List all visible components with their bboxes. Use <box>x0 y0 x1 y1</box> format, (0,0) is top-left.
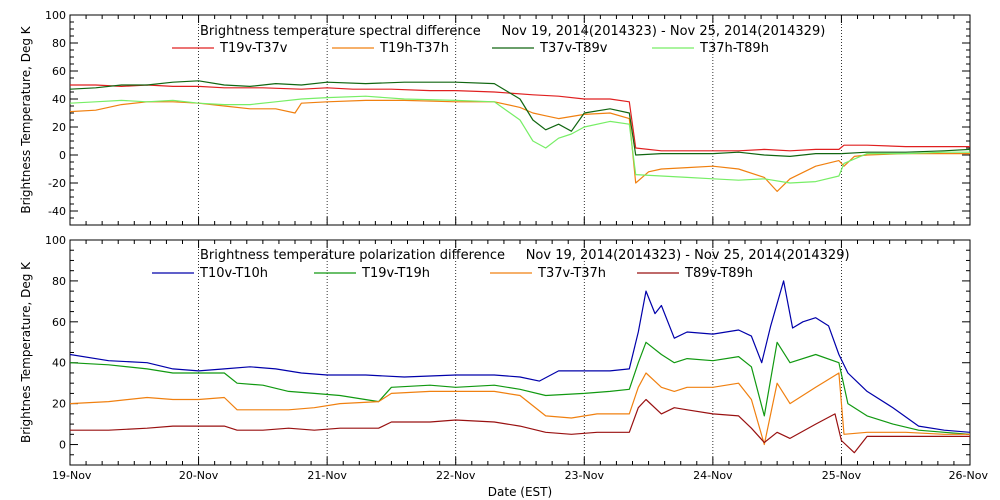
y-tick-label: 40 <box>52 93 66 106</box>
legend-label: T19h-T37h <box>379 41 449 56</box>
x-tick-label: 26-Nov <box>949 469 989 482</box>
x-tick-label: 19-Nov <box>52 469 92 482</box>
series-line-t19h-t37h <box>70 99 970 192</box>
legend-label: T37v-T89v <box>539 41 608 56</box>
series-line-t37v-t89v <box>70 80 970 157</box>
x-tick-label: 24-Nov <box>693 469 733 482</box>
y-tick-label: 20 <box>52 121 66 134</box>
legend-label: T10v-T10h <box>199 266 268 281</box>
series-line-t19v-t37v <box>70 84 970 152</box>
y-tick-label: 0 <box>59 149 66 162</box>
series-line-t19v-t19h <box>70 341 970 435</box>
y-tick-label: 60 <box>52 316 66 329</box>
x-tick-label: 20-Nov <box>179 469 219 482</box>
series-line-t10v-t10h <box>70 280 970 433</box>
y-tick-label: 80 <box>52 37 66 50</box>
series-group <box>70 80 970 192</box>
y-axis-label: Brightnes Temperature, Deg K <box>19 261 33 443</box>
y-tick-label: 60 <box>52 65 66 78</box>
y-tick-label: 80 <box>52 275 66 288</box>
x-tick-label: 23-Nov <box>565 469 605 482</box>
legend-label: T89v-T89h <box>684 266 753 281</box>
legend-label: T19v-T37v <box>219 41 288 56</box>
y-tick-label: -40 <box>48 205 66 218</box>
y-tick-label: 100 <box>45 9 66 22</box>
y-tick-label: -20 <box>48 177 66 190</box>
y-tick-label: 40 <box>52 357 66 370</box>
y-tick-label: 100 <box>45 234 66 247</box>
x-tick-label: 21-Nov <box>307 469 347 482</box>
series-line-t89v-t89h <box>70 398 970 454</box>
polarization-difference-panel: 19-Nov 20-Nov 21-Nov 22-Nov 23-Nov 24-Nov 25-N… <box>19 234 988 499</box>
series-group <box>70 280 970 454</box>
x-tick-label: 25-Nov <box>822 469 862 482</box>
legend-label: T37v-T37h <box>537 266 606 281</box>
y-axis-label: Brightness Temperature, Deg K <box>19 25 33 213</box>
series-line-t37h-t89h <box>70 95 970 184</box>
y-tick-label: 20 <box>52 398 66 411</box>
chart-title: Brightness temperature spectral differen… <box>200 24 825 39</box>
spectral-difference-panel: -40 -20 0 20 40 60 80 100 Brightness Temperature… <box>19 9 971 226</box>
y-tick-label: 0 <box>59 439 66 452</box>
legend-label: T37h-T89h <box>699 41 769 56</box>
legend-label: T19v-T19h <box>361 266 430 281</box>
series-line-t37v-t37h <box>70 372 970 446</box>
chart-title: Brightness temperature polarization diff… <box>200 248 850 263</box>
x-axis-label: Date (EST) <box>488 485 552 499</box>
x-tick-label: 22-Nov <box>436 469 476 482</box>
